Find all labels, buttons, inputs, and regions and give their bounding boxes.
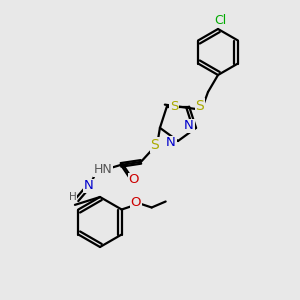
- Text: N: N: [184, 119, 194, 132]
- Text: Cl: Cl: [214, 14, 226, 26]
- Text: O: O: [130, 196, 141, 209]
- Text: N: N: [84, 179, 94, 192]
- Text: S: S: [151, 138, 159, 152]
- Text: HN: HN: [94, 164, 112, 176]
- Text: S: S: [169, 100, 178, 113]
- Text: S: S: [196, 99, 204, 113]
- Text: N: N: [166, 136, 176, 149]
- Text: H: H: [69, 192, 77, 202]
- Text: O: O: [129, 173, 139, 186]
